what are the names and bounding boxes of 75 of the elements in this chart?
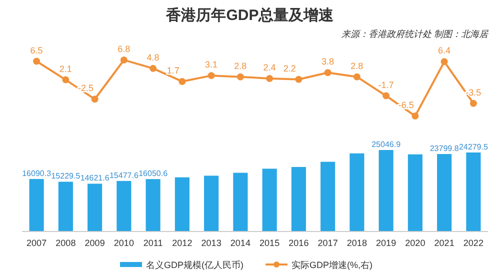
- data-label: 4.8: [146, 52, 160, 62]
- data-label: 15229.5: [51, 172, 81, 181]
- legend-label: 实际GDP增速(%,右): [292, 260, 373, 270]
- data-label: 16050.6: [138, 169, 168, 178]
- bar: [58, 182, 73, 231]
- point: [470, 100, 477, 107]
- x-tick-label: 2008: [56, 238, 76, 248]
- x-tick-label: 2021: [434, 238, 454, 248]
- x-tick-label: 2007: [26, 238, 47, 248]
- x-tick-label: 2013: [201, 238, 222, 248]
- point: [324, 69, 332, 76]
- bar: [378, 150, 394, 231]
- data-label: 3.1: [205, 60, 218, 70]
- data-label: 6.4: [438, 46, 451, 56]
- data-label: 3.8: [322, 56, 334, 67]
- data-label: 2.2: [283, 63, 296, 74]
- point: [440, 58, 448, 66]
- point: [150, 64, 157, 72]
- point: [353, 73, 360, 80]
- bar: [437, 154, 452, 231]
- bar: [174, 177, 190, 231]
- bar: [466, 152, 481, 231]
- x-tick-label: 2020: [405, 238, 426, 248]
- point: [236, 73, 244, 80]
- point: [178, 78, 186, 85]
- point: [412, 112, 419, 120]
- chart-title: 香港历年GDP总量及增速: [165, 7, 335, 24]
- bar: [146, 179, 160, 231]
- x-tick-label: 2017: [318, 238, 338, 248]
- bar: [291, 166, 306, 231]
- data-label: 24279.5: [458, 142, 488, 152]
- x-tick-label: 2019: [376, 238, 396, 248]
- data-label: 2.8: [234, 60, 247, 71]
- data-label: -2.5: [78, 83, 94, 94]
- bar: [29, 178, 44, 231]
- x-tick-label: 2016: [288, 238, 309, 248]
- data-label: 1.7: [166, 65, 180, 76]
- data-label: 6.8: [118, 44, 130, 54]
- x-tick-label: 2018: [346, 238, 367, 248]
- bar: [350, 153, 364, 231]
- x-tick-label: 2012: [172, 238, 192, 248]
- point: [295, 76, 302, 83]
- data-label: -3.5: [466, 87, 482, 98]
- point: [382, 92, 390, 100]
- point: [62, 76, 70, 84]
- data-label: 15477.6: [109, 170, 139, 180]
- point: [91, 96, 98, 103]
- bar: [233, 172, 248, 231]
- point: [120, 56, 128, 64]
- point: [266, 75, 274, 82]
- data-label: 6.5: [30, 45, 43, 56]
- x-tick-label: 2010: [114, 238, 134, 248]
- source-note: 来源：香港政府统计处 制图：北海居: [341, 29, 489, 39]
- point: [208, 72, 215, 80]
- data-label: -1.7: [378, 80, 394, 90]
- x-tick-label: 2015: [260, 238, 280, 248]
- data-label: 25046.9: [372, 140, 402, 149]
- data-label: 14621.6: [80, 174, 110, 183]
- bar: [88, 184, 102, 231]
- x-tick-label: 2014: [230, 238, 250, 248]
- bar: [320, 162, 336, 231]
- data-label: 2.1: [59, 64, 72, 74]
- x-tick-label: 2011: [143, 238, 163, 248]
- x-tick-label: 2009: [84, 238, 105, 248]
- data-label: 2.8: [350, 60, 364, 71]
- data-label: 2.4: [263, 62, 276, 73]
- bar: [116, 180, 132, 231]
- bar: [262, 168, 277, 231]
- x-tick-label: 2022: [463, 238, 484, 248]
- data-label: 23799.8: [430, 144, 460, 154]
- legend-label: 名义GDP规模(亿人民币): [146, 260, 244, 270]
- bar: [408, 154, 422, 231]
- data-label: 16090.3: [22, 168, 52, 178]
- bar: [204, 176, 219, 231]
- point: [33, 58, 40, 65]
